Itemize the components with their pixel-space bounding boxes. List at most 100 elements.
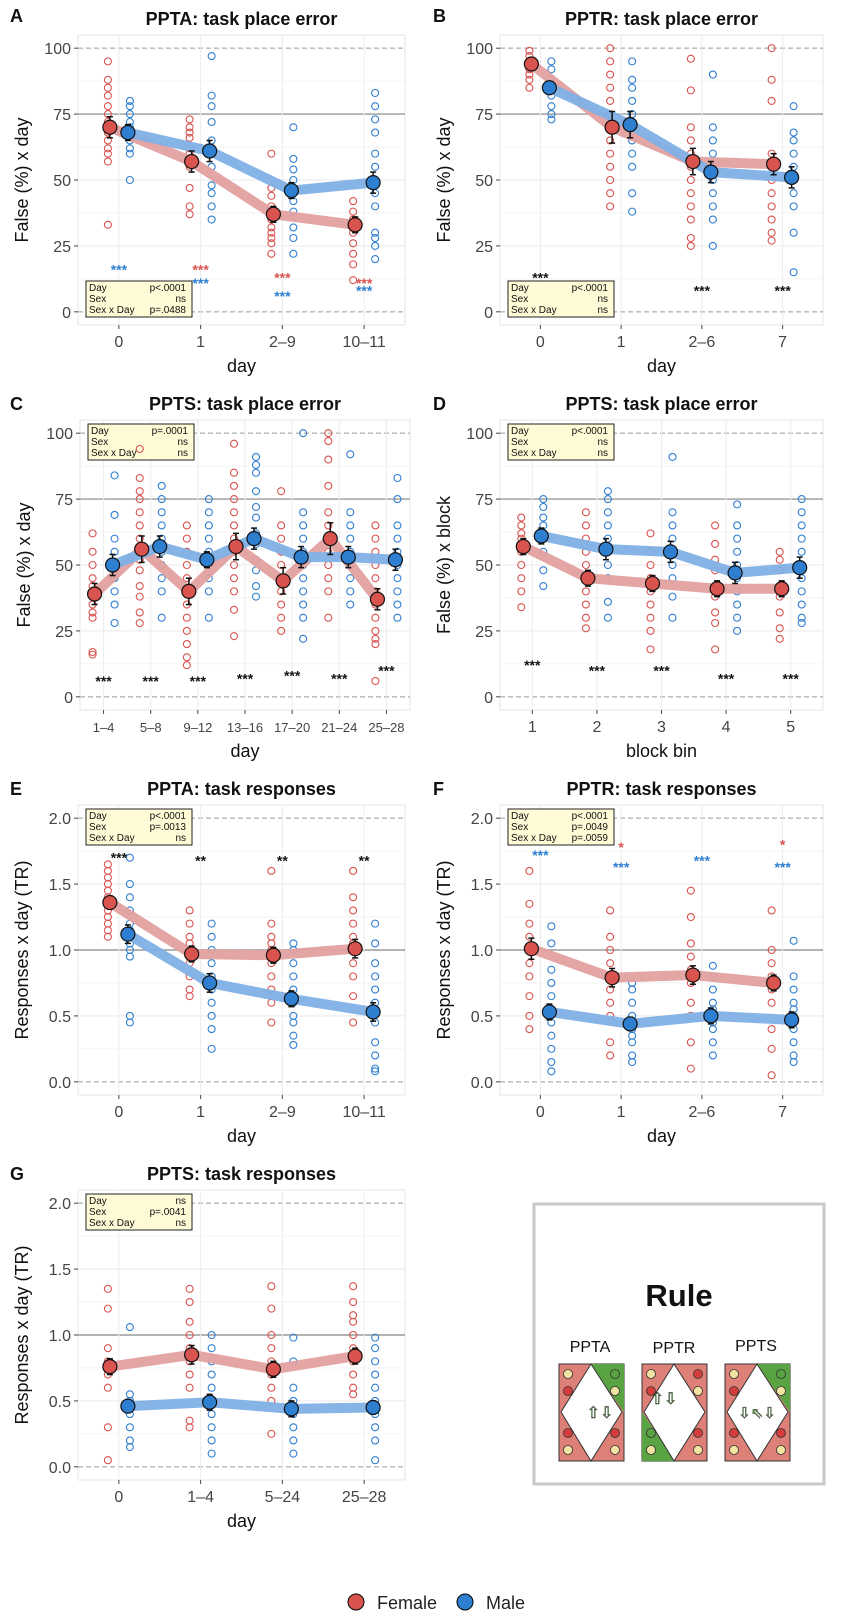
female-raw-point <box>229 521 239 530</box>
stats-term: Sex <box>89 1207 106 1218</box>
male-raw-point <box>628 149 637 158</box>
panel-G: 0.0 0.5 1.0 1.5 2.0 0 1–4 5–24 25–28 PPTS: task r… <box>10 1164 406 1531</box>
rule-card-ppts: ⇩⇖⇩ <box>724 1363 791 1462</box>
male-raw-point <box>289 249 298 258</box>
male-raw-point <box>547 978 556 988</box>
female-raw-point <box>767 75 776 84</box>
x-axis-label: day <box>647 1126 676 1146</box>
female-raw-point <box>185 906 194 915</box>
male-raw-point <box>733 547 742 556</box>
female-raw-point <box>606 149 615 158</box>
x-axis-label: day <box>227 1126 256 1146</box>
female-mean-point <box>102 1359 118 1375</box>
y-tick-label: 1.5 <box>49 1262 71 1279</box>
y-tick-label: 2.0 <box>49 1196 71 1213</box>
male-raw-point <box>393 587 402 596</box>
male-raw-point <box>289 123 298 132</box>
female-raw-point <box>606 44 615 53</box>
female-mean-point <box>523 56 539 72</box>
male-raw-point <box>539 495 548 504</box>
male-raw-point <box>207 959 216 968</box>
male-raw-point <box>371 1423 380 1432</box>
female-raw-point <box>349 1297 358 1307</box>
x-tick-label: 1 <box>617 334 626 351</box>
male-raw-point <box>110 618 119 628</box>
stats-box <box>85 1193 193 1231</box>
male-raw-point <box>733 521 742 530</box>
female-raw-point <box>767 1044 776 1053</box>
x-tick-label: 7 <box>778 334 787 351</box>
female-raw-point <box>349 207 358 216</box>
x-tick-label: 2–6 <box>689 1104 716 1121</box>
female-raw-point <box>103 157 112 166</box>
chart-title: PPTA: task responses <box>147 779 336 799</box>
female-mean-point <box>275 573 291 589</box>
female-raw-point <box>711 539 720 548</box>
female-raw-point <box>606 175 615 185</box>
female-raw-point <box>182 640 191 649</box>
female-raw-point <box>371 676 380 686</box>
stats-term: Sex x Day <box>91 448 137 459</box>
female-raw-point <box>229 632 239 641</box>
female-raw-point <box>185 1317 194 1326</box>
male-raw-point <box>668 521 677 530</box>
female-raw-point <box>267 1018 276 1027</box>
female-raw-point <box>686 54 695 63</box>
panel-letter: A <box>10 6 23 26</box>
panel-letter: E <box>10 779 22 799</box>
male-raw-point <box>628 83 637 92</box>
significance-marker: *** <box>111 262 128 278</box>
female-raw-point <box>277 487 286 496</box>
stats-term: Day <box>89 1196 107 1207</box>
significance-marker: *** <box>532 270 549 286</box>
y-tick-label: 2.0 <box>49 811 71 828</box>
male-raw-point <box>708 1051 717 1060</box>
male-raw-point <box>125 149 134 158</box>
male-raw-point <box>204 521 213 530</box>
legend-female-label: Female <box>377 1593 437 1613</box>
male-raw-point <box>251 468 261 477</box>
female-raw-point <box>525 932 534 941</box>
x-tick-label: 25–28 <box>342 1489 387 1506</box>
female-raw-point <box>686 912 695 922</box>
significance-marker: *** <box>774 283 791 299</box>
x-tick-label: 1 <box>528 719 537 736</box>
male-raw-point <box>371 1370 380 1379</box>
male-raw-point <box>797 618 806 628</box>
male-raw-point <box>207 1025 216 1034</box>
female-raw-point <box>185 1284 194 1293</box>
male-raw-point <box>299 574 308 583</box>
female-mean-point <box>265 206 281 222</box>
female-raw-point <box>185 919 194 928</box>
male-raw-point <box>299 587 308 596</box>
stats-value: ns <box>175 294 186 305</box>
male-raw-point <box>110 587 119 596</box>
female-raw-point <box>711 645 720 654</box>
y-tick-label: 0.5 <box>471 1009 493 1026</box>
female-raw-point <box>103 144 112 153</box>
male-raw-point <box>628 96 637 105</box>
female-raw-point <box>135 521 144 530</box>
female-raw-point <box>229 560 239 570</box>
male-raw-point <box>204 613 213 622</box>
male-raw-point <box>207 189 216 198</box>
female-raw-point <box>267 228 276 237</box>
male-raw-point <box>125 1323 134 1332</box>
female-raw-point <box>267 932 276 941</box>
x-axis-label: day <box>230 741 259 761</box>
female-raw-point <box>767 959 776 968</box>
female-raw-point <box>277 534 286 543</box>
male-raw-point <box>207 181 216 190</box>
female-mean-point <box>184 946 200 962</box>
female-raw-point <box>525 972 534 981</box>
male-mean-line <box>122 1397 379 1414</box>
male-mean-point <box>202 975 218 991</box>
y-tick-label: 100 <box>466 41 493 58</box>
female-raw-point <box>349 866 358 875</box>
female-mean-point <box>604 119 620 135</box>
female-raw-point <box>324 437 333 446</box>
stats-value: p<.0001 <box>572 283 609 294</box>
male-mean-point <box>541 1004 557 1020</box>
male-raw-point <box>289 1423 298 1432</box>
